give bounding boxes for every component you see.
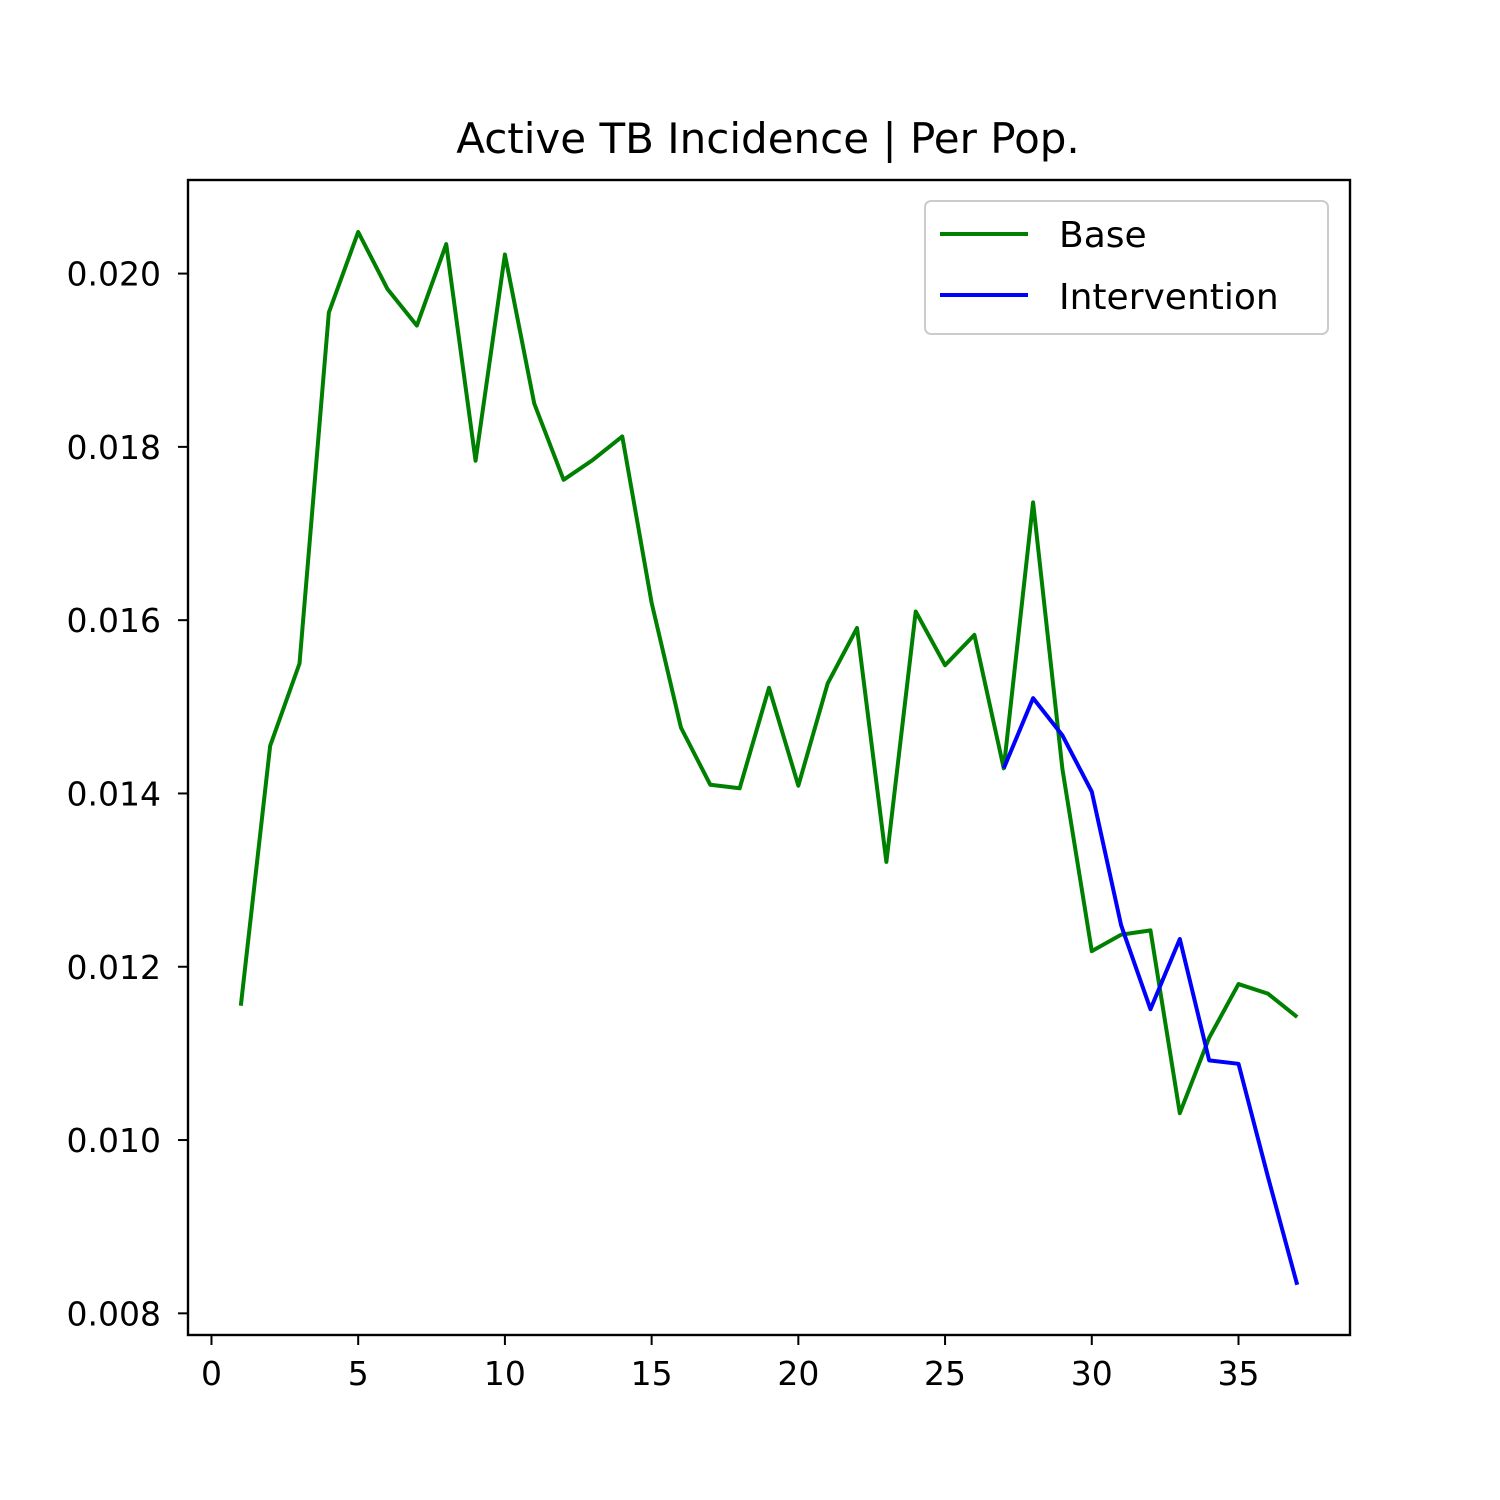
- x-tick-label: 15: [631, 1354, 673, 1393]
- x-tick-label: 30: [1071, 1354, 1113, 1393]
- chart-title: Active TB Incidence | Per Pop.: [456, 114, 1080, 163]
- x-tick-label: 35: [1217, 1354, 1259, 1393]
- x-tick-label: 0: [201, 1354, 222, 1393]
- y-tick-label: 0.010: [67, 1121, 161, 1160]
- y-tick-label: 0.012: [67, 948, 161, 987]
- legend: Base Intervention: [924, 200, 1329, 335]
- y-tick-label: 0.016: [67, 601, 161, 640]
- x-tick-label: 5: [348, 1354, 369, 1393]
- x-tick-label: 20: [777, 1354, 819, 1393]
- series-line-intervention: [1001, 696, 1300, 1286]
- x-tick-label: 10: [484, 1354, 526, 1393]
- y-tick-label: 0.020: [67, 255, 161, 294]
- y-tick-label: 0.008: [67, 1294, 161, 1333]
- series-line-base: [238, 229, 1299, 1116]
- y-tick-label: 0.018: [67, 428, 161, 467]
- axis-layer: 0 5 10 15 20 25 30 35 0.008 0.010 0.012 0.014 0.016 0…: [67, 255, 1260, 1393]
- legend-label-base: Base: [1059, 215, 1147, 256]
- legend-label-intervention: Intervention: [1059, 277, 1279, 318]
- plot-frame: [186, 178, 1352, 1337]
- series-layer: [238, 229, 1300, 1286]
- y-tick-label: 0.014: [67, 774, 161, 813]
- x-tick-label: 25: [924, 1354, 966, 1393]
